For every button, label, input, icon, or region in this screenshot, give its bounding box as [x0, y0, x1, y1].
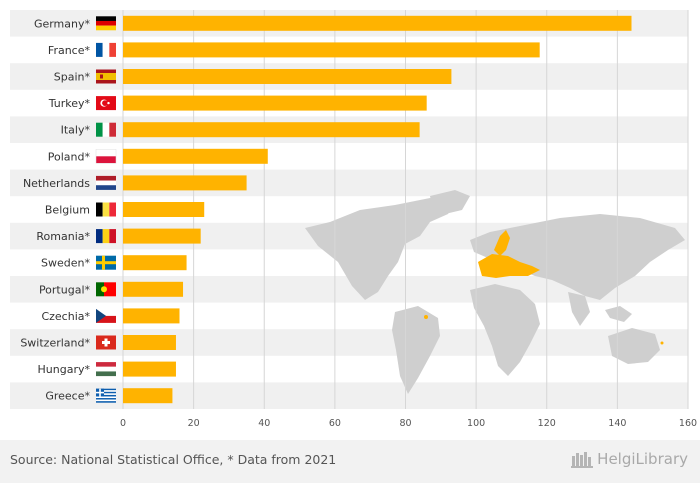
footer: Source: National Statistical Office, * D…: [0, 440, 700, 483]
switzerland-flag: [96, 335, 116, 350]
category-label: France*: [48, 44, 91, 57]
x-tick-label: 160: [679, 418, 697, 429]
category-label: Hungary*: [38, 363, 91, 376]
source-note: Source: National Statistical Office, * D…: [10, 452, 337, 467]
category-label: Netherlands: [23, 177, 90, 190]
category-label: Romania*: [36, 230, 90, 243]
continent-shape: [392, 306, 440, 394]
europe-highlight: [478, 254, 540, 278]
bar: [123, 95, 427, 111]
bar: [123, 335, 176, 350]
x-tick-label: 0: [120, 418, 126, 429]
bar: [123, 202, 205, 217]
continent-shape: [470, 284, 540, 376]
bar-chart: 0 20 40 60 80 100 120 140 160 Germany* France* Spai…: [10, 10, 697, 429]
bar: [123, 69, 452, 84]
continent-shape: [430, 190, 470, 214]
bar: [123, 15, 632, 31]
bar: [123, 228, 201, 244]
brand-name: HelgiLibrary: [597, 450, 688, 468]
category-label: Italy*: [61, 124, 91, 137]
bar: [123, 361, 176, 377]
bar: [123, 255, 187, 271]
island-highlight: [660, 341, 664, 345]
island-highlight: [424, 315, 428, 319]
x-tick-label: 120: [538, 418, 556, 429]
czechia-flag: [96, 308, 116, 323]
x-tick-label: 20: [188, 418, 200, 429]
bar: [123, 175, 247, 191]
brand-logo: HelgiLibrary: [571, 450, 688, 468]
hungary-flag: [96, 362, 116, 377]
netherlands-flag: [96, 175, 116, 190]
category-label: Spain*: [54, 71, 91, 84]
library-icon: [571, 452, 594, 468]
category-label: Poland*: [48, 150, 91, 163]
x-tick-label: 40: [258, 418, 270, 429]
romania-flag: [96, 229, 116, 244]
x-tick-label: 60: [329, 418, 341, 429]
continent-shape: [608, 328, 660, 364]
category-label: Belgium: [45, 204, 90, 217]
continent-shape: [568, 292, 590, 326]
category-label: Germany*: [34, 17, 91, 30]
greece-flag: [96, 388, 116, 403]
continent-shape: [605, 306, 632, 322]
world-map-icon: [305, 190, 685, 394]
scandinavia-highlight: [494, 230, 510, 256]
category-label: Turkey*: [48, 97, 91, 110]
portugal-flag: [96, 282, 116, 297]
category-label: Czechia*: [41, 310, 90, 323]
germany-flag: [96, 16, 116, 31]
category-label: Portugal*: [39, 283, 91, 296]
bar: [123, 308, 180, 324]
belgium-flag: [96, 202, 116, 217]
category-label: Switzerland*: [20, 337, 90, 350]
continent-shape: [305, 198, 455, 300]
france-flag: [96, 42, 116, 57]
bar: [123, 122, 420, 138]
bar: [123, 388, 173, 404]
bar: [123, 42, 540, 58]
italy-flag: [96, 122, 116, 137]
turkey-flag: [96, 96, 116, 111]
category-label: Sweden*: [41, 257, 90, 270]
category-label: Greece*: [45, 390, 90, 403]
x-tick-label: 100: [467, 418, 485, 429]
bar: [123, 148, 268, 164]
bar: [123, 281, 184, 297]
poland-flag: [95, 149, 117, 164]
x-tick-label: 140: [608, 418, 626, 429]
x-tick-label: 80: [399, 418, 411, 429]
sweden-flag: [96, 255, 116, 270]
continent-shape: [470, 214, 685, 300]
spain-flag: [96, 69, 116, 84]
